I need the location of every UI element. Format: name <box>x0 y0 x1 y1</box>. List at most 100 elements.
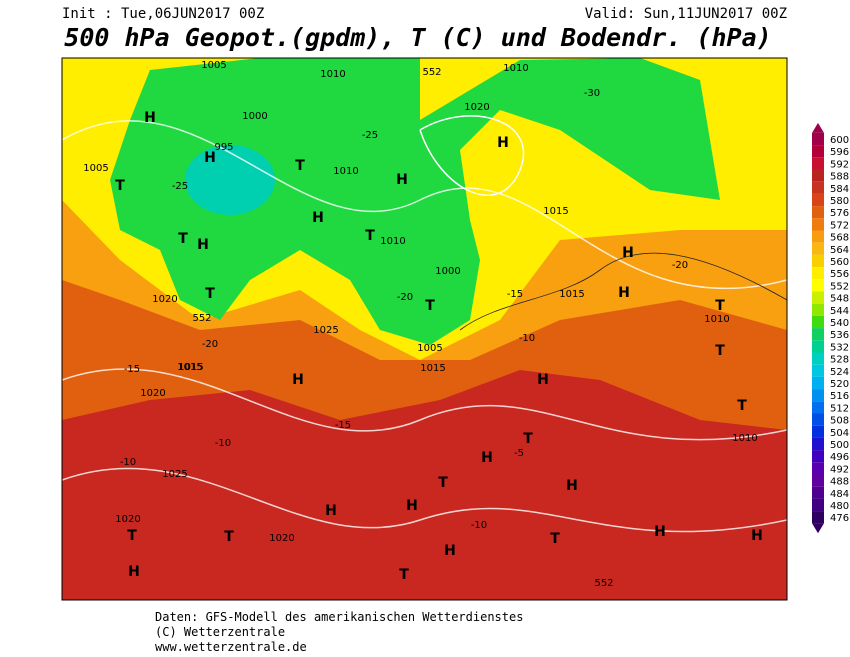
pressure-center-label: T <box>115 178 125 194</box>
valid-time: Valid: Sun,11JUN2017 00Z <box>585 6 787 22</box>
colorbar-label: 476 <box>830 513 849 524</box>
colorbar-swatch <box>812 437 824 451</box>
isoline-label: 1005 <box>201 60 226 71</box>
isoline-label: 1015 <box>559 289 584 300</box>
pressure-center-label: H <box>618 285 630 301</box>
init-time: Init : Tue,06JUN2017 00Z <box>62 6 264 22</box>
colorbar-label: 556 <box>830 269 849 280</box>
isoline-label: 552 <box>594 578 613 589</box>
pressure-center-label: T <box>438 475 448 491</box>
colorbar-swatch <box>812 486 824 499</box>
colorbar-swatch <box>812 352 824 365</box>
pressure-center-label: T <box>550 531 560 547</box>
map-title: 500 hPa Geopot.(gpdm), T (C) und Bodendr… <box>64 23 771 52</box>
colorbar-swatch <box>812 157 824 170</box>
colorbar-label: 568 <box>830 233 849 244</box>
colorbar-swatch <box>812 132 824 146</box>
colorbar-label: 596 <box>830 147 849 158</box>
colorbar-swatch <box>812 462 824 475</box>
pressure-center-label: T <box>715 343 725 359</box>
colorbar-label: 588 <box>830 172 849 183</box>
pressure-center-label: T <box>295 158 305 174</box>
colorbar-top-arrow <box>812 122 824 133</box>
isobar <box>62 467 787 533</box>
colorbar-label: 576 <box>830 208 849 219</box>
isoline-label: -25 <box>362 130 378 141</box>
colorbar-label: 532 <box>830 342 849 353</box>
isoline-label: -25 <box>172 181 188 192</box>
isobar <box>419 115 525 196</box>
pressure-center-label: T <box>224 529 234 545</box>
colorbar-swatch <box>812 254 824 268</box>
colorbar-swatch <box>812 242 824 255</box>
colorbar-label: 548 <box>830 294 849 305</box>
colorbar-swatch <box>812 279 824 292</box>
pressure-center-label: H <box>481 450 493 466</box>
pressure-center-label: H <box>197 237 209 253</box>
isoline-label: -10 <box>120 457 136 468</box>
isoline-label: 1010 <box>320 69 345 80</box>
colorbar-label: 536 <box>830 330 849 341</box>
isoline-label: 1025 <box>162 469 187 480</box>
isoline-label: 1010 <box>503 63 528 74</box>
pressure-center-label: H <box>444 543 456 559</box>
isoline-label: 1015 <box>543 206 568 217</box>
colorbar-swatch <box>812 315 824 329</box>
colorbar-label: 592 <box>830 159 849 170</box>
pressure-center-label: H <box>312 210 324 226</box>
isoline-label: -20 <box>202 339 218 350</box>
colorbar-swatch <box>812 303 824 316</box>
footer-source: Daten: GFS-Modell des amerikanischen Wet… <box>155 610 523 624</box>
isoline-label: -30 <box>584 88 600 99</box>
isoline-label: -15 <box>335 420 351 431</box>
isoline-label: -15 <box>124 364 140 375</box>
pressure-center-label: H <box>128 564 140 580</box>
isoline-label: 1000 <box>242 111 267 122</box>
isoline-label: 1020 <box>115 514 140 525</box>
colorbar-swatch <box>812 498 824 512</box>
colorbar-label: 600 <box>830 135 849 146</box>
isoline-label: 1015 <box>177 362 202 373</box>
isoline-label: 1015 <box>178 362 203 373</box>
isoline-label: 552 <box>192 313 211 324</box>
isoline-label: -10 <box>519 333 535 344</box>
isoline-label: 1005 <box>83 163 108 174</box>
isoline-label: 995 <box>214 142 233 153</box>
pressure-center-label: H <box>497 135 509 151</box>
colorbar-label: 480 <box>830 501 849 512</box>
pressure-center-label: T <box>523 431 533 447</box>
colorbar-swatch <box>812 511 824 524</box>
colorbar-label: 500 <box>830 440 849 451</box>
colorbar-label: 564 <box>830 245 849 256</box>
isoline-label: 1010 <box>380 236 405 247</box>
colorbar-swatch <box>812 193 824 207</box>
pressure-center-label: H <box>406 498 418 514</box>
colorbar-label: 520 <box>830 379 849 390</box>
isoline-label: 1010 <box>732 433 757 444</box>
isoline-label: -5 <box>514 448 524 459</box>
isoline-label: -10 <box>471 520 487 531</box>
pressure-center-label: H <box>325 503 337 519</box>
colorbar-swatch <box>812 145 824 158</box>
isoline-label: 1010 <box>704 314 729 325</box>
colorbar-swatch <box>812 450 824 463</box>
footer-url: www.wetterzentrale.de <box>155 640 307 654</box>
colorbar-label: 508 <box>830 416 849 427</box>
isobar <box>62 368 787 441</box>
pressure-center-label: H <box>144 110 156 126</box>
isoline-label: 1020 <box>152 294 177 305</box>
isoline-label: -10 <box>215 438 231 449</box>
colorbar-label: 512 <box>830 403 849 414</box>
colorbar-swatch <box>812 425 824 438</box>
pressure-center-label: H <box>204 150 216 166</box>
colorbar-swatch <box>812 340 824 353</box>
isobar <box>62 120 787 290</box>
colorbar-swatch <box>812 169 824 182</box>
pressure-center-label: H <box>622 245 634 261</box>
isoline-label: -15 <box>507 289 523 300</box>
colorbar-label: 492 <box>830 464 849 475</box>
pressure-center-label: T <box>399 567 409 583</box>
